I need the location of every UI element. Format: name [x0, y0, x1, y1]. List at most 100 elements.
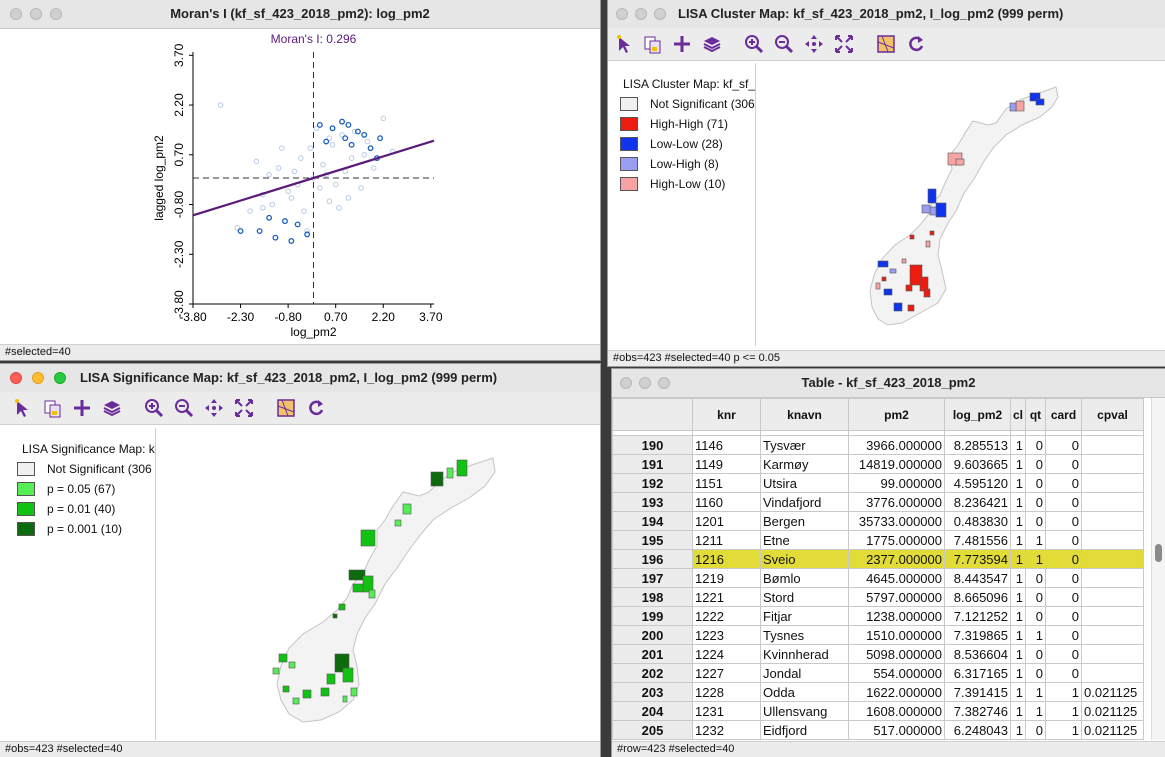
- table-cell[interactable]: [1081, 625, 1145, 645]
- zoom-in-icon[interactable]: [142, 396, 166, 420]
- table-cell[interactable]: Stord: [760, 587, 849, 607]
- table-cell[interactable]: [1081, 568, 1145, 588]
- select-tool-button[interactable]: [612, 32, 636, 56]
- add-tool-button[interactable]: [670, 32, 694, 56]
- data-table[interactable]: knr knavn pm2 log_pm2 cl qt card cpval 190 1146 Ty…: [612, 398, 1145, 740]
- table-cell[interactable]: 1: [1045, 682, 1083, 702]
- table-cell[interactable]: 99.000000: [848, 473, 945, 493]
- table-row-selected[interactable]: 196 1216 Sveio 2377.000000 7.773594 1 1 0: [612, 549, 1145, 569]
- table-cell[interactable]: 0: [1025, 511, 1047, 531]
- table-cell[interactable]: 1: [1025, 682, 1047, 702]
- table-cell[interactable]: 1: [1009, 511, 1027, 531]
- fit-extent-icon[interactable]: [832, 32, 856, 56]
- row-number-cell[interactable]: 194: [612, 511, 693, 531]
- row-number-cell[interactable]: 197: [612, 568, 693, 588]
- table-cell[interactable]: 517.000000: [848, 720, 945, 740]
- table-cell[interactable]: Bergen: [760, 511, 849, 531]
- table-cell[interactable]: 1219: [692, 568, 761, 588]
- row-number-cell[interactable]: 204: [612, 701, 693, 721]
- row-number-cell[interactable]: 196: [612, 549, 693, 569]
- table-row[interactable]: 201 1224 Kvinnherad 5098.000000 8.536604 1 0 0: [612, 644, 1145, 664]
- table-row[interactable]: 204 1231 Ullensvang 1608.000000 7.382746 1 1 1 0…: [612, 701, 1145, 721]
- zoom-button[interactable]: [50, 8, 62, 20]
- table-cell[interactable]: 0.483830: [944, 511, 1011, 531]
- close-button[interactable]: [620, 377, 632, 389]
- column-header[interactable]: card: [1045, 398, 1083, 431]
- table-row[interactable]: 202 1227 Jondal 554.000000 6.317165 1 0 0: [612, 663, 1145, 683]
- table-cell[interactable]: 0: [1045, 606, 1083, 626]
- copy-tool-button[interactable]: [640, 32, 664, 56]
- table-cell[interactable]: 1: [1025, 701, 1047, 721]
- table-cell[interactable]: 1201: [692, 511, 761, 531]
- row-number-cell[interactable]: 191: [612, 454, 693, 474]
- minimize-button[interactable]: [30, 8, 42, 20]
- table-cell[interactable]: 1222: [692, 606, 761, 626]
- table-cell[interactable]: 8.536604: [944, 644, 1011, 664]
- table-cell[interactable]: 0: [1045, 625, 1083, 645]
- table-cell[interactable]: Kvinnherad: [760, 644, 849, 664]
- table-cell[interactable]: 3776.000000: [848, 492, 945, 512]
- table-cell[interactable]: 0: [1025, 454, 1047, 474]
- table-row[interactable]: 197 1219 Bømlo 4645.000000 8.443547 1 0 0: [612, 568, 1145, 588]
- column-header[interactable]: pm2: [848, 398, 945, 431]
- table-cell[interactable]: 1160: [692, 492, 761, 512]
- table-cell[interactable]: 0: [1025, 473, 1047, 493]
- table-cell[interactable]: 7.121252: [944, 606, 1011, 626]
- table-cell[interactable]: 1228: [692, 682, 761, 702]
- refresh-icon[interactable]: [904, 32, 928, 56]
- table-cell[interactable]: 1: [1045, 701, 1083, 721]
- table-cell[interactable]: Odda: [760, 682, 849, 702]
- row-number-cell[interactable]: 202: [612, 663, 693, 683]
- table-cell[interactable]: 0: [1045, 568, 1083, 588]
- table-row[interactable]: 191 1149 Karmøy 14819.000000 9.603665 1 0 0: [612, 454, 1145, 474]
- pan-icon[interactable]: [802, 32, 826, 56]
- column-header[interactable]: cpval: [1081, 398, 1145, 431]
- table-cell[interactable]: 0: [1045, 454, 1083, 474]
- fit-extent-icon[interactable]: [232, 396, 256, 420]
- table-cell[interactable]: 1216: [692, 549, 761, 569]
- table-row[interactable]: 194 1201 Bergen 35733.000000 0.483830 1 0 0: [612, 511, 1145, 531]
- table-row[interactable]: 192 1151 Utsira 99.000000 4.595120 1 0 0: [612, 473, 1145, 493]
- table-cell[interactable]: 1: [1009, 530, 1027, 550]
- table-cell[interactable]: [1081, 454, 1145, 474]
- zoom-button[interactable]: [54, 372, 66, 384]
- table-cell[interactable]: 1: [1025, 549, 1047, 569]
- table-cell[interactable]: [1081, 435, 1145, 455]
- table-cell[interactable]: 1146: [692, 435, 761, 455]
- table-cell[interactable]: [1081, 663, 1145, 683]
- table-cell[interactable]: 1: [1009, 454, 1027, 474]
- table-cell[interactable]: 7.773594: [944, 549, 1011, 569]
- table-cell[interactable]: 1211: [692, 530, 761, 550]
- table-cell[interactable]: 1: [1009, 435, 1027, 455]
- table-row[interactable]: 205 1232 Eidfjord 517.000000 6.248043 1 0 1 0.02…: [612, 720, 1145, 740]
- table-cell[interactable]: 1: [1009, 587, 1027, 607]
- table-cell[interactable]: 1622.000000: [848, 682, 945, 702]
- table-cell[interactable]: 8.285513: [944, 435, 1011, 455]
- table-cell[interactable]: 3966.000000: [848, 435, 945, 455]
- table-cell[interactable]: 8.665096: [944, 587, 1011, 607]
- table-cell[interactable]: 0: [1045, 435, 1083, 455]
- zoom-button[interactable]: [658, 377, 670, 389]
- table-cell[interactable]: 5098.000000: [848, 644, 945, 664]
- table-cell[interactable]: 5797.000000: [848, 587, 945, 607]
- table-cell[interactable]: 0: [1045, 473, 1083, 493]
- table-cell[interactable]: 0: [1025, 720, 1047, 740]
- table-cell[interactable]: Ullensvang: [760, 701, 849, 721]
- table-cell[interactable]: 1: [1009, 568, 1027, 588]
- pan-icon[interactable]: [202, 396, 226, 420]
- table-row[interactable]: 199 1222 Fitjar 1238.000000 7.121252 1 0 0: [612, 606, 1145, 626]
- table-cell[interactable]: 1: [1009, 720, 1027, 740]
- row-number-cell[interactable]: 190: [612, 435, 693, 455]
- table-cell[interactable]: Karmøy: [760, 454, 849, 474]
- table-cell[interactable]: 0: [1025, 644, 1047, 664]
- table-cell[interactable]: 1238.000000: [848, 606, 945, 626]
- table-cell[interactable]: 1151: [692, 473, 761, 493]
- table-cell[interactable]: 1224: [692, 644, 761, 664]
- column-header[interactable]: log_pm2: [944, 398, 1011, 431]
- table-cell[interactable]: 1: [1009, 682, 1027, 702]
- column-header[interactable]: knavn: [760, 398, 849, 431]
- table-cell[interactable]: 1608.000000: [848, 701, 945, 721]
- add-tool-button[interactable]: [70, 396, 94, 420]
- table-cell[interactable]: 1221: [692, 587, 761, 607]
- table-cell[interactable]: 4.595120: [944, 473, 1011, 493]
